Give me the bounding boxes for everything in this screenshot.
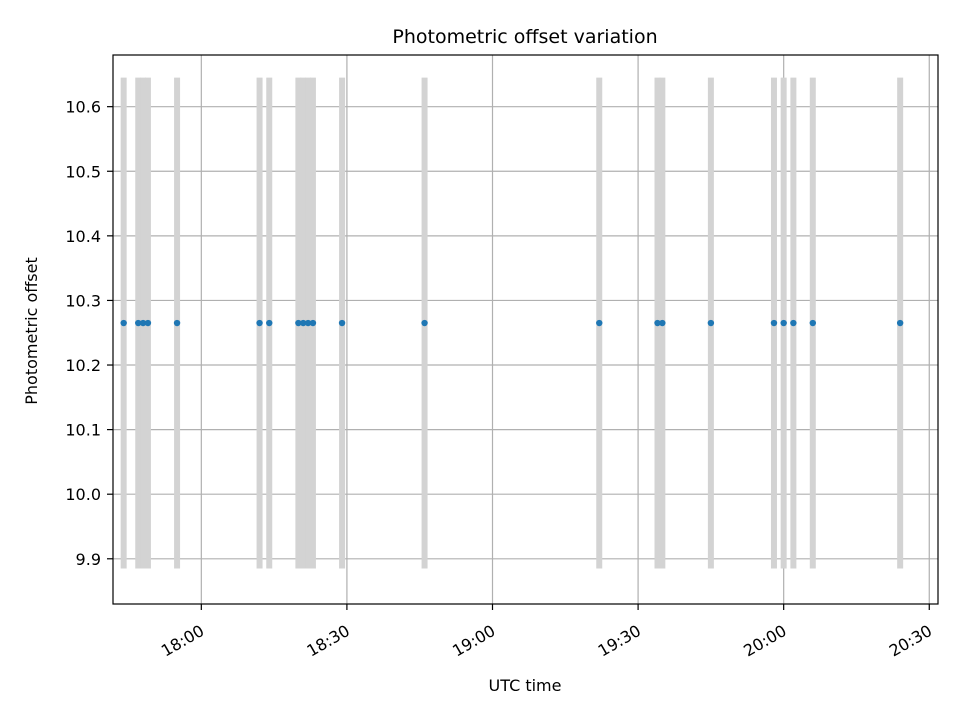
x-tick-label: 19:30 [595,621,644,661]
data-point [790,319,797,327]
data-point [173,319,181,327]
x-axis-title: UTC time [489,676,562,695]
data-point [780,319,787,327]
y-tick-label: 10.0 [65,485,101,504]
data-point [896,319,904,327]
data-point [295,319,302,327]
y-tick-label: 10.4 [65,227,101,246]
data-point [144,319,152,327]
x-axis-ticks: 18:00 18:30 19:00 19:30 20:00 20:30 [158,604,935,661]
data-point [139,319,147,327]
data-point [707,319,715,327]
data-point [300,319,307,327]
data-point [120,319,127,327]
chart-title: Photometric offset variation [392,26,657,48]
data-point [596,319,603,327]
point-layer [120,319,904,327]
data-point [266,319,273,327]
plot-frame [112,54,939,605]
data-point [809,319,816,327]
y-tick-label: 10.3 [65,291,101,310]
data-point [135,319,142,327]
x-tick-label: 18:00 [158,621,207,661]
x-tick-label: 18:30 [303,621,352,661]
data-point [309,319,317,327]
y-axis-ticks: 9.9 10.0 10.1 10.2 10.3 10.4 10.5 10.6 [65,98,113,569]
x-tick-label: 19:00 [449,621,498,661]
y-tick-label: 10.1 [65,421,101,440]
data-point [338,319,346,327]
data-point [421,319,428,327]
y-tick-label: 10.5 [65,162,101,181]
y-tick-label: 10.2 [65,356,101,375]
data-point [654,319,661,327]
data-point [256,319,263,327]
y-axis-title: Photometric offset [22,257,41,405]
data-point [770,319,778,327]
data-point [304,319,312,327]
x-tick-label: 20:30 [886,621,935,661]
y-tick-label: 9.9 [76,550,101,569]
data-point [659,319,666,327]
x-tick-label: 20:00 [740,621,789,661]
y-tick-label: 10.6 [65,98,101,117]
